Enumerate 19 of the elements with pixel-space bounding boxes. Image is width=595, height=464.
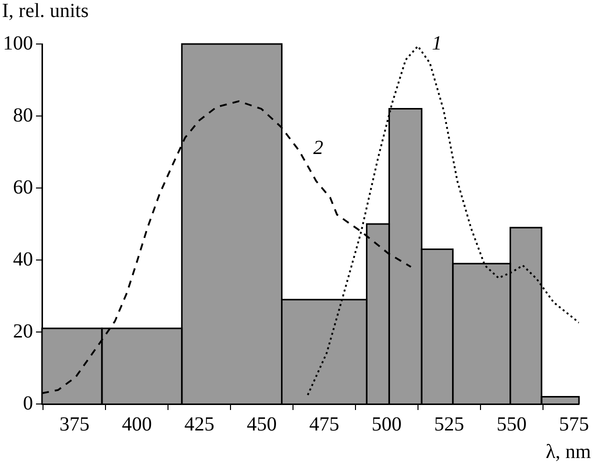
x-tick-label: 475: [309, 413, 340, 436]
annotation: 2: [313, 137, 324, 160]
y-tick-label: 100: [3, 32, 33, 54]
x-tick-label: 450: [246, 413, 277, 436]
y-tick-label: 60: [13, 176, 33, 198]
x-tick-label: 400: [122, 413, 152, 436]
y-tick-label: 20: [13, 320, 33, 342]
x-tick-label: 500: [372, 413, 402, 436]
x-tick-label: 525: [434, 413, 464, 436]
x-axis-title: λ, nm: [546, 441, 591, 464]
x-tick-label: 425: [184, 413, 214, 436]
y-tick-label: 0: [23, 392, 33, 414]
x-tick-label: 375: [59, 413, 90, 436]
y-axis-title: I, rel. units: [2, 0, 89, 23]
x-tick-label: 550: [496, 413, 527, 436]
y-tick-label: 40: [13, 248, 33, 270]
x-tick-label: 575: [559, 413, 590, 436]
annotation: 1: [432, 32, 442, 54]
y-tick-label: 80: [13, 104, 33, 126]
